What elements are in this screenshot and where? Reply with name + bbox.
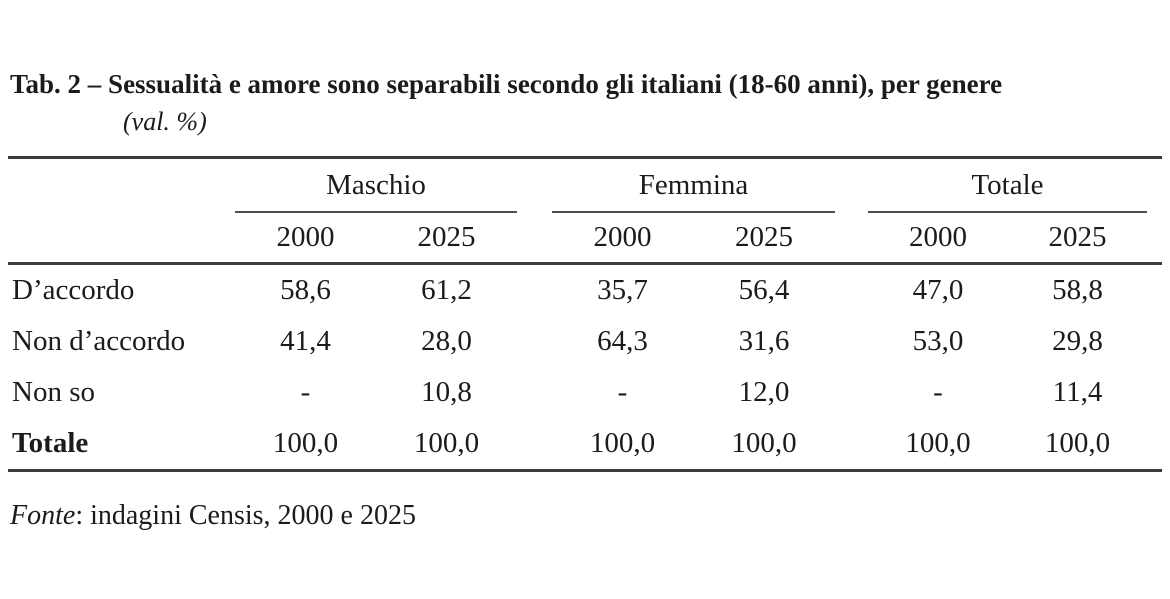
source-label: Fonte: [10, 500, 76, 531]
year-header-femmina-2000: 2000: [593, 221, 652, 253]
cell-value: 28,0: [421, 325, 472, 357]
table-row-non-so: Non so - 10,8 - 12,0 - 11,4: [8, 367, 1162, 418]
cell-value: 58,6: [280, 274, 331, 306]
statistics-table: Maschio Femmina Totale 2000 2025 2000 20…: [8, 156, 1162, 472]
column-group-header-row: Maschio Femmina Totale: [8, 159, 1162, 211]
cell-value: -: [933, 376, 943, 408]
cell-value: -: [300, 376, 311, 408]
cell-value: 56,4: [738, 274, 790, 306]
table-row-daccordo: D’accordo 58,6 61,2 35,7 56,4 47,0 58,8: [8, 265, 1162, 316]
source-text: : indagini Censis, 2000 e 2025: [75, 500, 416, 531]
cell-value: 10,8: [421, 376, 472, 408]
row-label: D’accordo: [12, 274, 135, 306]
cell-value: 47,0: [912, 274, 964, 306]
row-label: Non so: [12, 376, 95, 408]
table-top-rule: [8, 156, 1162, 159]
header-bottom-rule: [8, 262, 1162, 265]
cell-value: 64,3: [597, 325, 648, 357]
cell-value: 53,0: [912, 325, 964, 357]
cell-value: 35,7: [597, 274, 648, 306]
column-group-maschio: Maschio: [326, 168, 426, 201]
cell-value: 100,0: [589, 427, 656, 459]
table-row-totale: Totale 100,0 100,0 100,0 100,0 100,0 100…: [8, 418, 1162, 469]
cell-value: 41,4: [280, 325, 331, 357]
table-title: Tab. 2 – Sessualità e amore sono separab…: [10, 69, 1003, 99]
cell-value: 100,0: [1044, 427, 1111, 459]
cell-value: 100,0: [413, 427, 480, 459]
cell-value: 61,2: [421, 274, 472, 306]
year-header-row: 2000 2025 2000 2025 2000 2025: [8, 213, 1162, 262]
year-header-totale-2025: 2025: [1048, 221, 1107, 253]
table-subtitle: (val. %): [123, 107, 207, 136]
cell-value: 58,8: [1052, 274, 1103, 306]
cell-value: 12,0: [738, 376, 790, 408]
column-group-totale: Totale: [971, 168, 1044, 201]
femmina-underline: [552, 211, 835, 213]
cell-value: -: [617, 376, 628, 408]
totale-underline: [868, 211, 1147, 213]
column-group-underlines: [8, 211, 1162, 213]
table-bottom-rule: [8, 469, 1162, 472]
row-label: Non d’accordo: [12, 325, 186, 357]
row-label: Totale: [12, 427, 89, 459]
cell-value: 100,0: [905, 427, 971, 459]
year-header-femmina-2025: 2025: [735, 221, 793, 253]
source-note: Fonte: indagini Censis, 2000 e 2025: [10, 498, 416, 534]
table-title-block: Tab. 2 – Sessualità e amore sono separab…: [10, 64, 1002, 140]
cell-value: 31,6: [738, 325, 790, 357]
cell-value: 100,0: [731, 427, 797, 459]
column-group-femmina: Femmina: [638, 168, 749, 201]
year-header-maschio-2000: 2000: [276, 221, 335, 253]
year-header-maschio-2025: 2025: [417, 221, 476, 253]
cell-value: 29,8: [1052, 325, 1103, 357]
maschio-underline: [235, 211, 517, 213]
cell-value: 11,4: [1052, 376, 1103, 408]
cell-value: 100,0: [272, 427, 339, 459]
year-header-totale-2000: 2000: [909, 221, 967, 253]
table-row-non-daccordo: Non d’accordo 41,4 28,0 64,3 31,6 53,0 2…: [8, 316, 1162, 367]
